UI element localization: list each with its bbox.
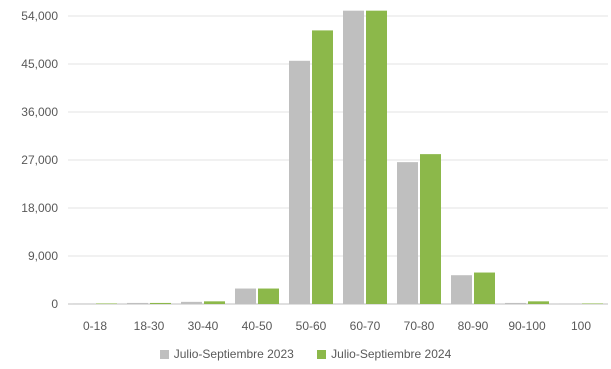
bars: [73, 10, 603, 305]
y-tick-label: 9,000: [28, 249, 58, 263]
bar-2023-80-90: [451, 275, 472, 304]
y-tick-label: 45,000: [21, 57, 58, 71]
gridlines: [68, 15, 608, 305]
x-tick-label: 40-50: [242, 319, 273, 333]
x-tick-label: 30-40: [188, 319, 219, 333]
x-tick-label: 0-18: [83, 319, 107, 333]
y-tick-label: 18,000: [21, 201, 58, 215]
x-tick-label: 70-80: [404, 319, 435, 333]
y-tick-label: 54,000: [21, 9, 58, 23]
bar-2024-60-70: [366, 10, 387, 305]
bar-2024-50-60: [312, 30, 333, 305]
legend-item-2023: Julio-Septiembre 2023: [159, 347, 294, 361]
bar-2024-100: [582, 303, 603, 304]
bar-2024-30-40: [204, 301, 225, 304]
y-tick-label: 27,000: [21, 153, 58, 167]
x-tick-label: 100: [571, 319, 591, 333]
legend-swatch-2023: [159, 349, 169, 359]
legend-label-2024: Julio-Septiembre 2024: [331, 347, 452, 361]
legend-item-2024: Julio-Septiembre 2024: [317, 347, 451, 361]
bar-2024-40-50: [258, 288, 279, 304]
x-tick-label: 90-100: [508, 319, 546, 333]
bar-2023-90-100: [505, 302, 526, 304]
bar-2023-100: [559, 303, 580, 304]
bar-2023-30-40: [181, 301, 202, 304]
x-tick-label: 18-30: [134, 319, 165, 333]
bar-2023-18-30: [127, 302, 148, 304]
legend: Julio-Septiembre 2023 Julio-Septiembre 2…: [0, 347, 611, 362]
bar-2023-70-80: [397, 162, 418, 304]
bar-2024-80-90: [474, 272, 495, 304]
bar-2023-40-50: [235, 288, 256, 304]
bar-2024-18-30: [150, 302, 171, 304]
x-axis: 0-18 18-30 30-40 40-50 50-60 60-70 70-80 80-90 9…: [83, 319, 591, 333]
y-tick-label: 0: [51, 297, 58, 311]
bar-2024-70-80: [420, 154, 441, 304]
bar-2024-0-18: [96, 303, 117, 304]
x-tick-label: 60-70: [350, 319, 381, 333]
bar-2023-50-60: [289, 60, 310, 304]
x-tick-label: 80-90: [458, 319, 489, 333]
x-tick-label: 50-60: [296, 319, 327, 333]
legend-swatch-2024: [317, 349, 327, 359]
y-axis: 0 9,000 18,000 27,000 36,000 45,000 54,000: [21, 9, 58, 311]
legend-label-2023: Julio-Septiembre 2023: [173, 347, 294, 361]
bar-2023-0-18: [73, 303, 94, 304]
bar-2023-60-70: [343, 10, 364, 305]
bar-2024-90-100: [528, 301, 549, 304]
y-tick-label: 36,000: [21, 105, 58, 119]
